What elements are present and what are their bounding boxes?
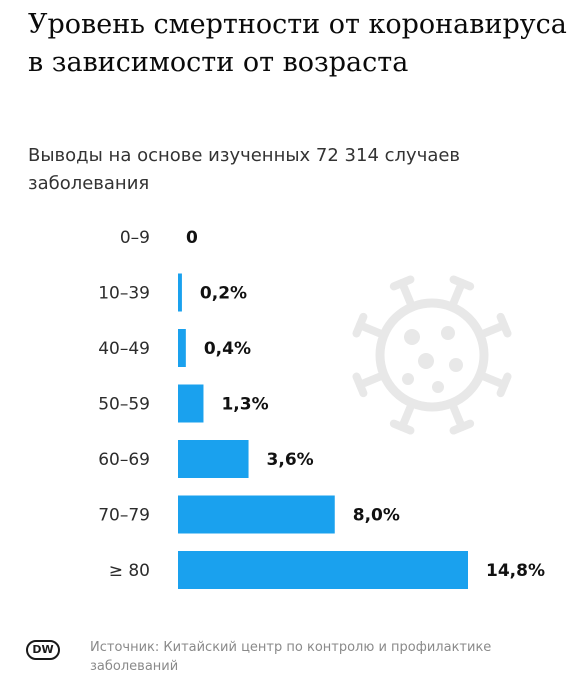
value-label: 8,0% [353,506,400,526]
category-label: 50–59 [98,395,150,415]
category-label: 10–39 [98,284,150,304]
category-label: 40–49 [98,339,150,359]
bar-chart: 0–9 0 10–39 0,2% 40–49 0,4% 50–59 1,3% 60–69 3,6%… [98,228,545,589]
dw-logo: DW [26,640,60,660]
value-label: 1,3% [221,395,268,415]
value-label: 0,4% [204,339,251,359]
bar [178,384,204,423]
category-label: ≥ 80 [109,561,150,581]
category-label: 0–9 [120,228,150,248]
bar [178,329,186,367]
chart-title: Уровень смертности от коронавируса в зав… [28,9,567,78]
value-label: 14,8% [486,561,545,581]
bar [178,495,335,534]
source-note: Источник: Китайский центр по контролю и … [90,640,492,674]
category-label: 70–79 [98,506,150,526]
virus-icon [352,275,512,435]
bar [178,273,182,312]
chart-subtitle: Выводы на основе изученных 72 314 случае… [28,145,461,194]
value-label: 0 [186,228,198,248]
value-label: 0,2% [200,284,247,304]
value-label: 3,6% [267,450,314,470]
bar [178,551,468,589]
bar [178,440,249,478]
footer: DW Источник: Китайский центр по контролю… [26,632,566,682]
category-label: 60–69 [98,450,150,470]
